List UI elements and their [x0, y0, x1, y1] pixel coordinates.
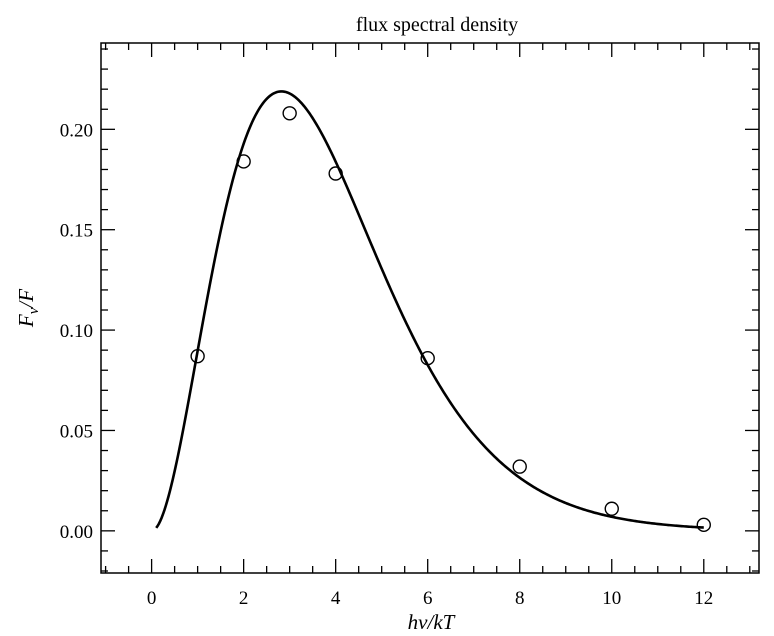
x-tick-label: 0: [147, 588, 157, 609]
y-axis-label: Fν/F: [14, 289, 42, 328]
axis-ticks: [101, 43, 759, 573]
y-tick-label: 0.00: [60, 522, 93, 543]
y-label-sub: ν: [26, 307, 42, 314]
y-label-main: F: [14, 314, 38, 328]
x-axis-label: hν/kT: [408, 610, 456, 634]
y-tick-label: 0.10: [60, 321, 93, 342]
data-points: [190, 106, 711, 533]
tick-labels: 0 2 4 6 8 10 12 0.00 0.05 0.10 0.15 0.20: [60, 120, 714, 609]
data-point: [512, 459, 527, 474]
x-tick-label: 2: [239, 588, 249, 609]
x-tick-label: 12: [694, 588, 713, 609]
data-point: [282, 106, 297, 121]
x-tick-label: 10: [602, 588, 621, 609]
y-tick-label: 0.05: [60, 421, 93, 442]
data-point: [696, 517, 711, 533]
y-tick-label: 0.20: [60, 120, 93, 141]
data-point: [604, 501, 619, 516]
data-point: [420, 350, 435, 366]
chart-title: flux spectral density: [356, 14, 518, 36]
data-point: [190, 348, 205, 364]
plot-frame: [100, 42, 760, 574]
y-label-den: /F: [14, 289, 38, 309]
x-tick-label: 6: [423, 588, 433, 609]
x-tick-label: 8: [515, 588, 525, 609]
y-tick-label: 0.15: [60, 221, 93, 242]
data-point: [236, 154, 251, 169]
data-point: [328, 166, 343, 181]
x-tick-label: 4: [331, 588, 341, 609]
planck-curve: [155, 90, 704, 529]
